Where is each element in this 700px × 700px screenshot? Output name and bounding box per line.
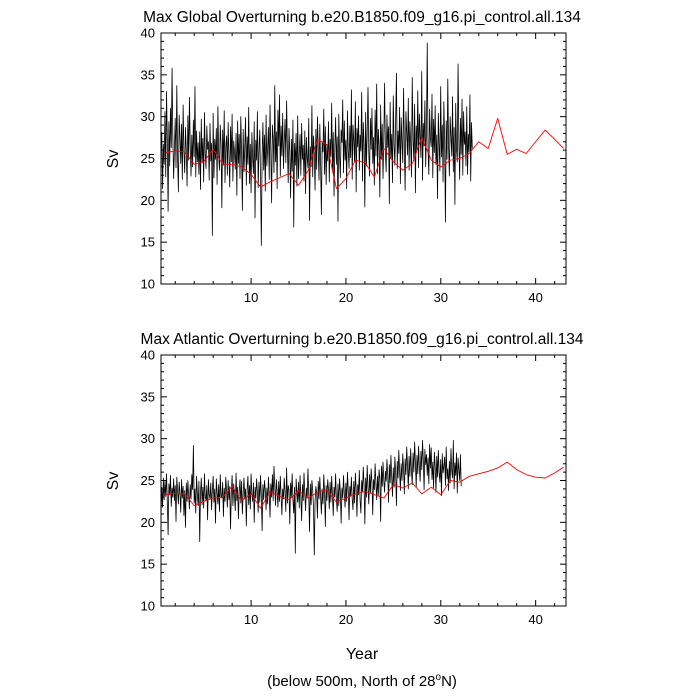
atlantic-overturning-panel: Max Atlantic Overturning b.e20.B1850.f09…: [105, 331, 584, 627]
x-axis-label: Year: [346, 646, 379, 663]
y-tick-label: 35: [141, 67, 155, 82]
y-tick-label: 30: [141, 431, 155, 446]
y-tick-label: 40: [141, 348, 155, 363]
x-tick-label: 40: [528, 290, 542, 305]
plot-frame: [160, 32, 567, 285]
footer-note-end: N): [441, 673, 457, 690]
x-tick-label: 30: [434, 612, 448, 627]
y-tick-label: 20: [141, 515, 155, 530]
y-tick-label: 30: [141, 109, 155, 124]
footer-note: (below 500m, North of 28oN): [267, 672, 457, 690]
monthly-series-line: [160, 439, 462, 556]
global-overturning-panel: Max Global Overturning b.e20.B1850.f09_g…: [105, 9, 581, 305]
y-tick-label: 20: [141, 193, 155, 208]
monthly-series-line: [160, 42, 473, 246]
x-tick-labels: 10 20 30 40: [244, 612, 543, 627]
chart-title: Max Atlantic Overturning b.e20.B1850.f09…: [141, 331, 584, 348]
series-group: [160, 42, 564, 246]
y-axis-label: Sv: [105, 472, 122, 491]
y-tick-label: 15: [141, 235, 155, 250]
x-tick-label: 20: [339, 290, 353, 305]
x-tick-label: 40: [528, 612, 542, 627]
x-tick-label: 30: [434, 290, 448, 305]
series-group: [160, 439, 564, 556]
y-axis-label: Sv: [105, 150, 122, 169]
annual-mean-series-line: [165, 461, 564, 509]
y-tick-label: 10: [141, 277, 155, 292]
y-tick-labels: 10 15 20 25 30 35 40: [141, 348, 155, 614]
y-tick-label: 25: [141, 473, 155, 488]
x-tick-label: 10: [244, 612, 258, 627]
y-tick-label: 15: [141, 557, 155, 572]
y-tick-label: 35: [141, 389, 155, 404]
y-tick-label: 25: [141, 151, 155, 166]
plot-frame: [160, 354, 567, 607]
footer-note-text: (below 500m, North of 28: [267, 673, 435, 690]
x-tick-label: 20: [339, 612, 353, 627]
axis-ticks: [161, 32, 566, 285]
x-tick-label: 10: [244, 290, 258, 305]
annual-mean-series-line: [165, 117, 564, 190]
x-tick-labels: 10 20 30 40: [244, 290, 543, 305]
degree-superscript: o: [436, 672, 442, 683]
y-tick-label: 40: [141, 26, 155, 41]
y-tick-label: 10: [141, 599, 155, 614]
y-tick-labels: 10 15 20 25 30 35 40: [141, 26, 155, 292]
chart-title: Max Global Overturning b.e20.B1850.f09_g…: [143, 9, 581, 26]
